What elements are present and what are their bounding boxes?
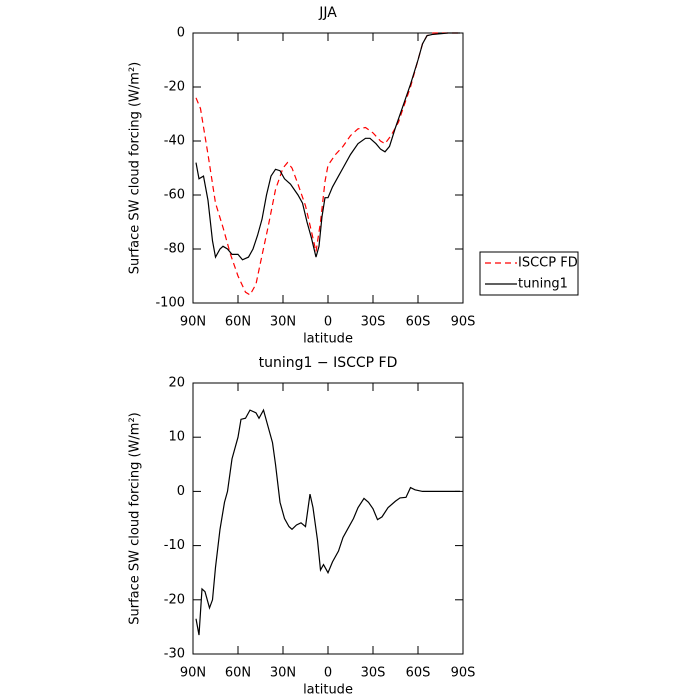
- x-tick-label: 30S: [361, 315, 386, 330]
- x-tick-label: 60N: [225, 315, 251, 330]
- legend-box: [479, 251, 579, 296]
- y-tick-label: -60: [164, 188, 185, 203]
- x-tick-label: 90S: [451, 315, 476, 330]
- y-tick-label: -30: [164, 647, 185, 662]
- y-tick-label: -20: [164, 592, 185, 607]
- y-axis-label: Surface SW cloud forcing (W/m²): [128, 412, 143, 624]
- x-tick-label: 30N: [270, 315, 296, 330]
- y-tick-label: -80: [164, 242, 185, 257]
- x-tick-label: 60S: [406, 315, 431, 330]
- x-tick-label: 90S: [451, 666, 476, 681]
- y-tick-label: 0: [177, 484, 185, 499]
- y-tick-label: 0: [177, 26, 185, 41]
- data-line: [195, 32, 460, 296]
- y-axis-label: Surface SW cloud forcing (W/m²): [128, 62, 143, 274]
- chart-title: tuning1 − ISCCP FD: [259, 355, 398, 371]
- x-tick-label: 30N: [270, 666, 296, 681]
- x-tick-label: 60S: [406, 666, 431, 681]
- data-line: [195, 32, 460, 261]
- y-tick-label: 10: [168, 430, 185, 445]
- y-tick-label: -20: [164, 80, 185, 95]
- legend-label: tuning1: [518, 277, 568, 292]
- x-tick-label: 60N: [225, 666, 251, 681]
- chart-title: JJA: [318, 5, 337, 21]
- x-tick-label: 90N: [180, 315, 206, 330]
- x-tick-label: 30S: [361, 666, 386, 681]
- legend-label: ISCCP FD: [518, 256, 578, 271]
- y-tick-label: -100: [155, 296, 185, 311]
- y-tick-label: -40: [164, 134, 185, 149]
- x-tick-label: 0: [324, 666, 332, 681]
- data-line: [195, 408, 460, 636]
- y-tick-label: -10: [164, 538, 185, 553]
- x-axis-label: latitude: [303, 683, 353, 698]
- plot-frame: [192, 382, 464, 655]
- x-tick-label: 90N: [180, 666, 206, 681]
- x-axis-label: latitude: [303, 332, 353, 347]
- y-tick-label: 20: [168, 376, 185, 391]
- x-tick-label: 0: [324, 315, 332, 330]
